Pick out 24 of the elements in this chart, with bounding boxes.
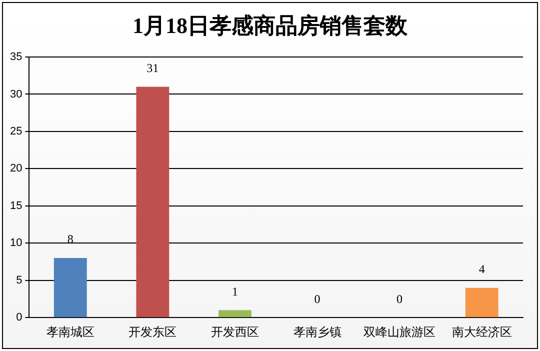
- y-tick-label: 30: [10, 88, 22, 100]
- y-tick-label: 35: [10, 51, 22, 64]
- x-tick-label: 双峰山旅游区: [364, 324, 436, 339]
- y-tick-label: 0: [16, 312, 22, 324]
- x-tick-label: 开发西区: [210, 324, 259, 339]
- x-tick-label: 开发东区: [128, 324, 177, 339]
- y-tick-label: 5: [16, 274, 22, 286]
- x-tick-label: 孝南城区: [46, 324, 94, 339]
- x-tick-label: 南大经济区: [452, 324, 512, 339]
- bar: [136, 86, 170, 318]
- data-label: 0: [396, 292, 403, 306]
- y-tick-label: 25: [10, 125, 22, 138]
- y-tick-label: 10: [10, 237, 22, 250]
- data-label: 4: [478, 262, 485, 276]
- x-tick-label: 孝南乡镇: [293, 324, 342, 339]
- data-label: 1: [232, 284, 238, 298]
- bar: [218, 310, 252, 318]
- y-tick-label: 15: [10, 200, 22, 212]
- y-tick-label: 20: [10, 162, 22, 175]
- chart-title: 1月18日孝感商品房销售套数: [132, 12, 408, 40]
- data-label: 0: [314, 292, 320, 306]
- data-label: 31: [146, 60, 159, 75]
- bar: [465, 288, 498, 318]
- bar: [54, 258, 87, 318]
